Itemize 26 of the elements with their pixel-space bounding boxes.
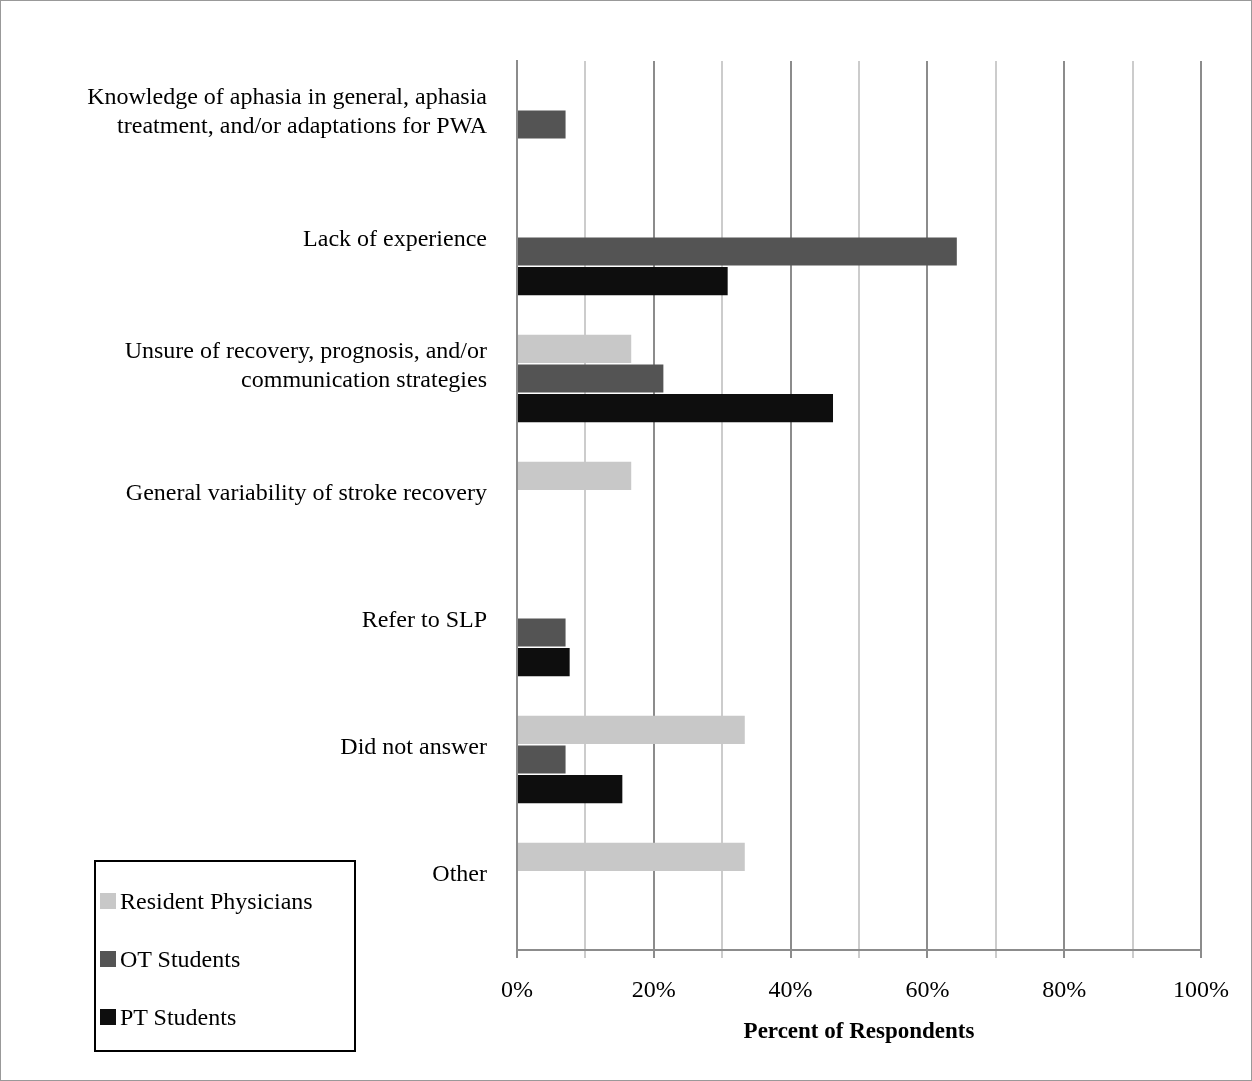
y-tick-label: Refer to SLP xyxy=(361,605,487,632)
bar xyxy=(518,237,957,266)
x-tick-label: 0% xyxy=(501,975,533,1002)
bar xyxy=(518,110,566,139)
y-tick-label: Did not answer xyxy=(340,732,487,759)
bar xyxy=(518,394,834,423)
y-tick-label: Other xyxy=(432,859,487,886)
x-tick-label: 20% xyxy=(631,975,676,1002)
legend-label: OT Students xyxy=(120,945,241,973)
legend-label: Resident Physicians xyxy=(120,887,313,915)
x-tick-label: 80% xyxy=(1042,975,1087,1002)
x-tick-label: 100% xyxy=(1173,975,1229,1002)
bar xyxy=(518,648,570,677)
bar xyxy=(518,267,728,296)
y-tick-label: General variability of stroke recovery xyxy=(125,478,487,505)
bar xyxy=(518,364,664,393)
y-tick-label: Knowledge of aphasia in general, aphasia treatment, and/or adaptations for PWA xyxy=(87,83,488,139)
y-tick-label: Unsure of recovery, prognosis, and/or communication strategies xyxy=(124,337,488,393)
y-tick-label: Lack of experience xyxy=(303,224,487,251)
legend-label: PT Students xyxy=(120,1003,237,1031)
x-tick-label: 40% xyxy=(768,975,813,1002)
x-axis-title: Percent of Respondents xyxy=(743,1018,975,1044)
bar xyxy=(518,745,566,774)
bar xyxy=(518,775,623,804)
bar xyxy=(518,618,566,647)
x-tick-label: 60% xyxy=(905,975,950,1002)
